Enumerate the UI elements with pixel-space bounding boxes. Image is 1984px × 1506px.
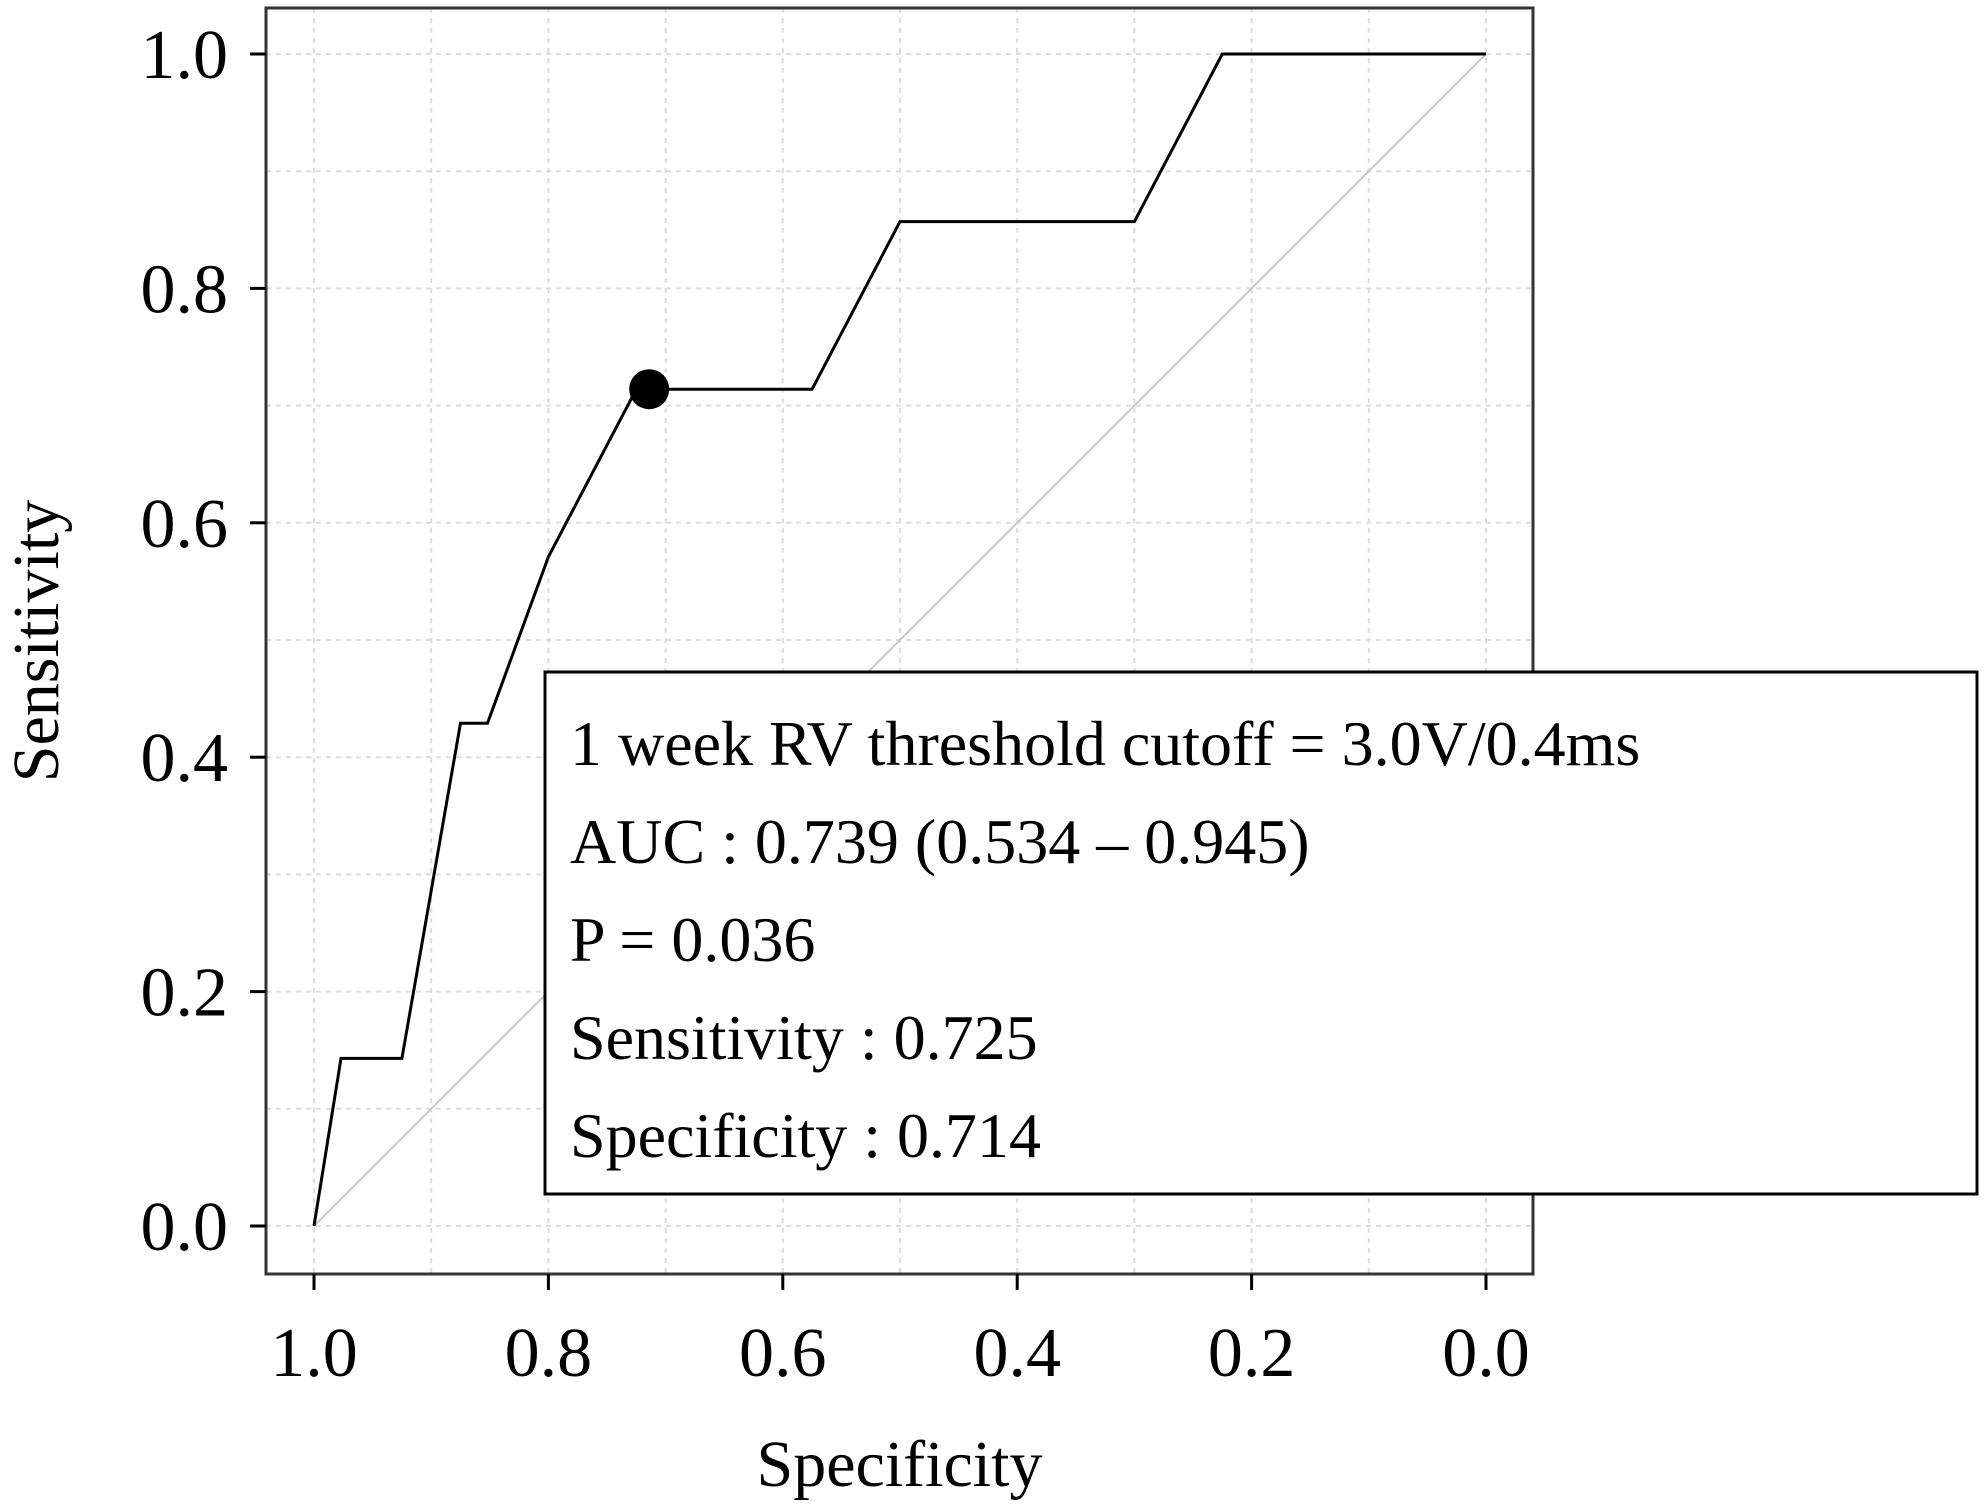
y-tick-label: 1.0 xyxy=(141,17,229,94)
x-tick-label: 0.4 xyxy=(973,1315,1061,1392)
annotation-box-border xyxy=(543,670,1979,1196)
annotation-specificity: Specificity : 0.714 xyxy=(570,1100,1041,1171)
x-axis-title: Specificity xyxy=(757,1428,1043,1501)
annotation-cutoff: 1 week RV threshold cutoff = 3.0V/0.4ms xyxy=(570,708,1640,779)
x-tick-label: 0.2 xyxy=(1208,1315,1296,1392)
y-axis-title: Sensitivity xyxy=(0,500,73,782)
annotation-p-value: P = 0.036 xyxy=(570,904,815,975)
x-tick-label: 1.0 xyxy=(270,1315,358,1392)
y-tick-label: 0.4 xyxy=(141,720,229,797)
diagonal-reference-line xyxy=(313,53,1487,1227)
roc-curve xyxy=(312,52,1486,1227)
x-tick-label: 0.0 xyxy=(1442,1315,1530,1392)
cutoff-point-marker xyxy=(629,369,670,410)
y-tick-label: 0.0 xyxy=(141,1189,229,1266)
x-tick-label: 0.6 xyxy=(739,1315,827,1392)
x-tick-label: 0.8 xyxy=(505,1315,593,1392)
annotation-auc: AUC : 0.739 (0.534 – 0.945) xyxy=(570,806,1310,877)
annotation-sensitivity: Sensitivity : 0.725 xyxy=(570,1002,1038,1073)
x-axis: 1.0 0.8 0.6 0.4 0.2 0.0 xyxy=(270,1274,1530,1392)
y-tick-label: 0.2 xyxy=(141,955,229,1032)
annotation-box: 1 week RV threshold cutoff = 3.0V/0.4ms … xyxy=(543,670,1979,1196)
y-tick-label: 0.8 xyxy=(141,251,229,328)
y-axis: 0.0 0.2 0.4 0.6 0.8 1.0 xyxy=(141,17,266,1266)
plot-frame xyxy=(264,6,1535,1276)
y-tick-label: 0.6 xyxy=(141,486,229,563)
